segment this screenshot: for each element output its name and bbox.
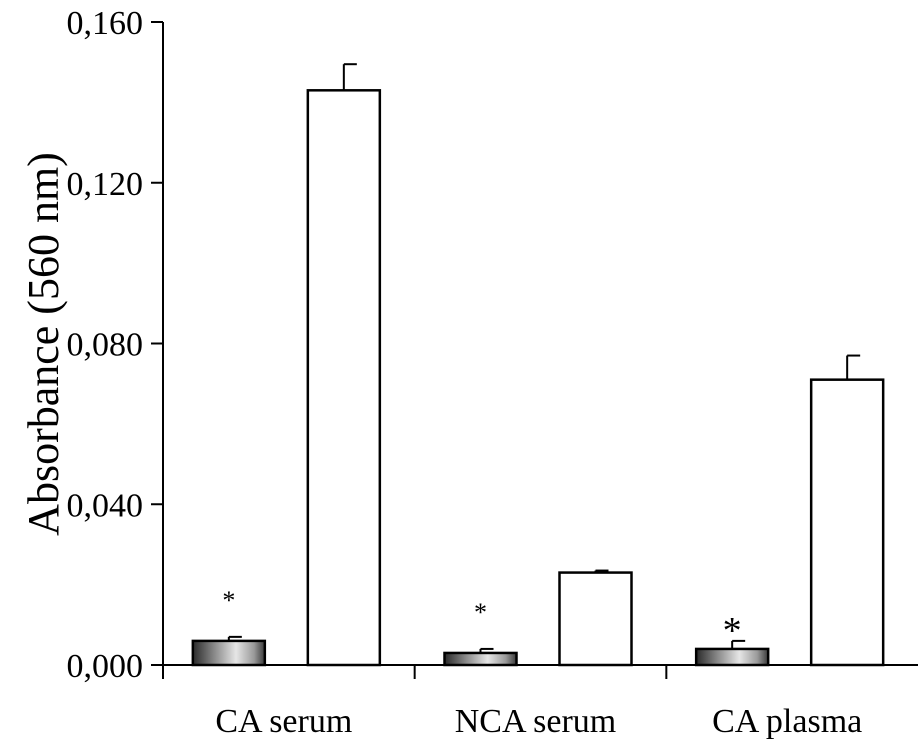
y-tick-label: 0,120	[67, 166, 144, 203]
bar-2	[306, 89, 382, 667]
y-tick-label: 0,160	[67, 5, 144, 42]
category-label: CA serum	[215, 703, 352, 740]
bar-2	[809, 378, 885, 667]
y-tick-label: 0,040	[67, 487, 144, 524]
significance-marker: *	[723, 610, 742, 652]
bar-2	[558, 571, 633, 667]
category-label: CA plasma	[712, 703, 862, 740]
category-label: NCA serum	[455, 703, 617, 740]
significance-marker: *	[474, 598, 487, 627]
y-tick-label: 0,080	[67, 327, 144, 364]
bar-1	[443, 651, 518, 667]
significance-marker: *	[222, 586, 235, 615]
y-tick-label: 0,000	[67, 648, 144, 685]
y-axis-label: Absorbance (560 nm)	[19, 152, 68, 536]
bar-1	[191, 639, 267, 667]
